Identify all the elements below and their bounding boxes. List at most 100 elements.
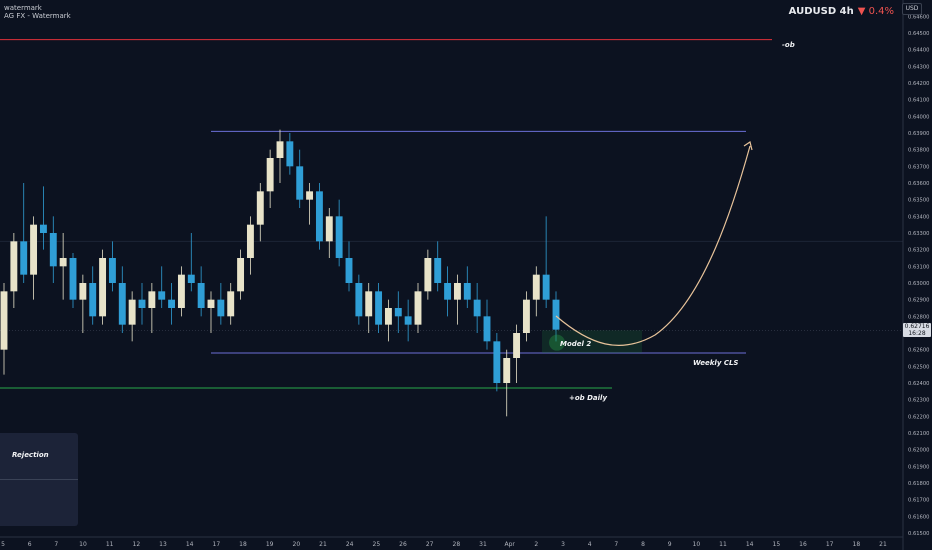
time-tick-label: 16 [799, 541, 807, 548]
symbol-header[interactable]: AUDUSD 4h ▼ 0.4% [789, 6, 894, 17]
candle-body [108, 258, 116, 283]
time-tick-label: 28 [453, 541, 461, 548]
watermark-line1: watermark [4, 4, 42, 12]
candle-body [365, 291, 373, 317]
candle-body [79, 283, 87, 300]
model-2-marker [549, 334, 565, 351]
price-tick-label: 0.62600 [908, 348, 929, 354]
current-price: 0.62716 [904, 323, 930, 331]
candle-body [473, 299, 481, 317]
price-tick-label: 0.63800 [908, 148, 929, 154]
rejection-title: Rejection [12, 451, 49, 459]
time-tick-label: 11 [719, 541, 727, 548]
price-tick-label: 0.63600 [908, 181, 929, 187]
candle-body [197, 283, 205, 308]
price-tick-label: 0.62900 [908, 298, 929, 304]
price-tick-label: 0.64100 [908, 98, 929, 104]
time-tick-label: 13 [159, 541, 167, 548]
candle-body [394, 308, 402, 317]
candle-body [296, 166, 304, 200]
candle-body [69, 258, 77, 300]
price-tick-label: 0.64600 [908, 14, 929, 20]
candle-body [493, 341, 501, 383]
candle-body [276, 141, 284, 158]
time-tick-label: 10 [79, 541, 87, 548]
price-tick-label: 0.61600 [908, 514, 929, 520]
price-tick-label: 0.63200 [908, 248, 929, 254]
candle-body [325, 216, 333, 242]
candle-body [217, 299, 225, 317]
time-tick-label: 17 [826, 541, 834, 548]
price-tick-label: 0.63400 [908, 214, 929, 220]
watermark-line2: AG FX - Watermark [4, 12, 71, 20]
time-tick-label: 14 [746, 541, 754, 548]
time-tick-label: 18 [239, 541, 247, 548]
candle-body [207, 299, 215, 308]
time-tick-label: Apr [504, 541, 515, 548]
candle-body [99, 258, 107, 317]
price-tick-label: 0.63000 [908, 281, 929, 287]
price-change: ▼ 0.4% [857, 6, 894, 17]
price-tick-label: 0.61700 [908, 498, 929, 504]
candle-body [434, 258, 442, 283]
candle-body [503, 358, 511, 383]
price-tick-label: 0.64400 [908, 48, 929, 54]
model-2-zone [542, 330, 642, 353]
candle-body [532, 274, 540, 300]
candle-body [256, 191, 264, 225]
candle-body [463, 283, 471, 300]
candle-body [118, 283, 126, 325]
price-tick-label: 0.62400 [908, 381, 929, 387]
price-tick-label: 0.63500 [908, 198, 929, 204]
candle-body [148, 291, 156, 308]
price-tick-label: 0.64300 [908, 64, 929, 70]
time-tick-label: 25 [373, 541, 381, 548]
candle-body [424, 258, 432, 292]
price-tick-label: 0.63900 [908, 131, 929, 137]
price-tick-label: 0.63700 [908, 164, 929, 170]
candle-body [453, 283, 461, 300]
price-tick-label: 0.62300 [908, 398, 929, 404]
time-tick-label: 6 [28, 541, 32, 548]
bar-countdown: 16:28 [908, 330, 926, 338]
label-weekly-cls: Weekly CLS [693, 359, 739, 367]
time-tick-label: 11 [106, 541, 114, 548]
candle-body [444, 283, 452, 300]
price-tick-label: 0.62100 [908, 431, 929, 437]
candle-body [345, 258, 353, 283]
candle-body [335, 216, 343, 258]
time-tick-label: 14 [186, 541, 194, 548]
price-tick-label: 0.62500 [908, 364, 929, 370]
candle-body [552, 299, 560, 330]
time-tick-label: 8 [641, 541, 645, 548]
currency-button[interactable]: USD [902, 3, 922, 15]
candle-body [10, 241, 18, 292]
price-tick-label: 0.64500 [908, 31, 929, 37]
time-tick-label: 26 [399, 541, 407, 548]
candle-body [168, 299, 176, 308]
label-ob-daily: +ob Daily [569, 394, 608, 402]
candle-body [237, 258, 245, 292]
time-tick-label: 21 [319, 541, 327, 548]
candle-body [513, 333, 521, 358]
time-tick-label: 4 [588, 541, 592, 548]
candle-body [522, 299, 530, 333]
time-tick-label: 27 [426, 541, 434, 548]
candle-body [246, 224, 254, 258]
symbol-name: AUDUSD 4h [788, 6, 854, 17]
time-tick-label: 2 [534, 541, 538, 548]
price-tick-label: 0.62200 [908, 414, 929, 420]
candle-body [158, 291, 166, 300]
time-tick-label: 5 [1, 541, 5, 548]
candle-body [227, 291, 235, 317]
time-tick-label: 15 [773, 541, 781, 548]
projection-curve [555, 145, 751, 347]
time-tick-label: 20 [293, 541, 301, 548]
price-tick-label: 0.64200 [908, 81, 929, 87]
candle-body [128, 299, 136, 325]
label-minus-ob: -ob [782, 41, 795, 49]
price-tick-label: 0.61800 [908, 481, 929, 487]
rejection-panel[interactable]: Rejection [0, 433, 78, 526]
